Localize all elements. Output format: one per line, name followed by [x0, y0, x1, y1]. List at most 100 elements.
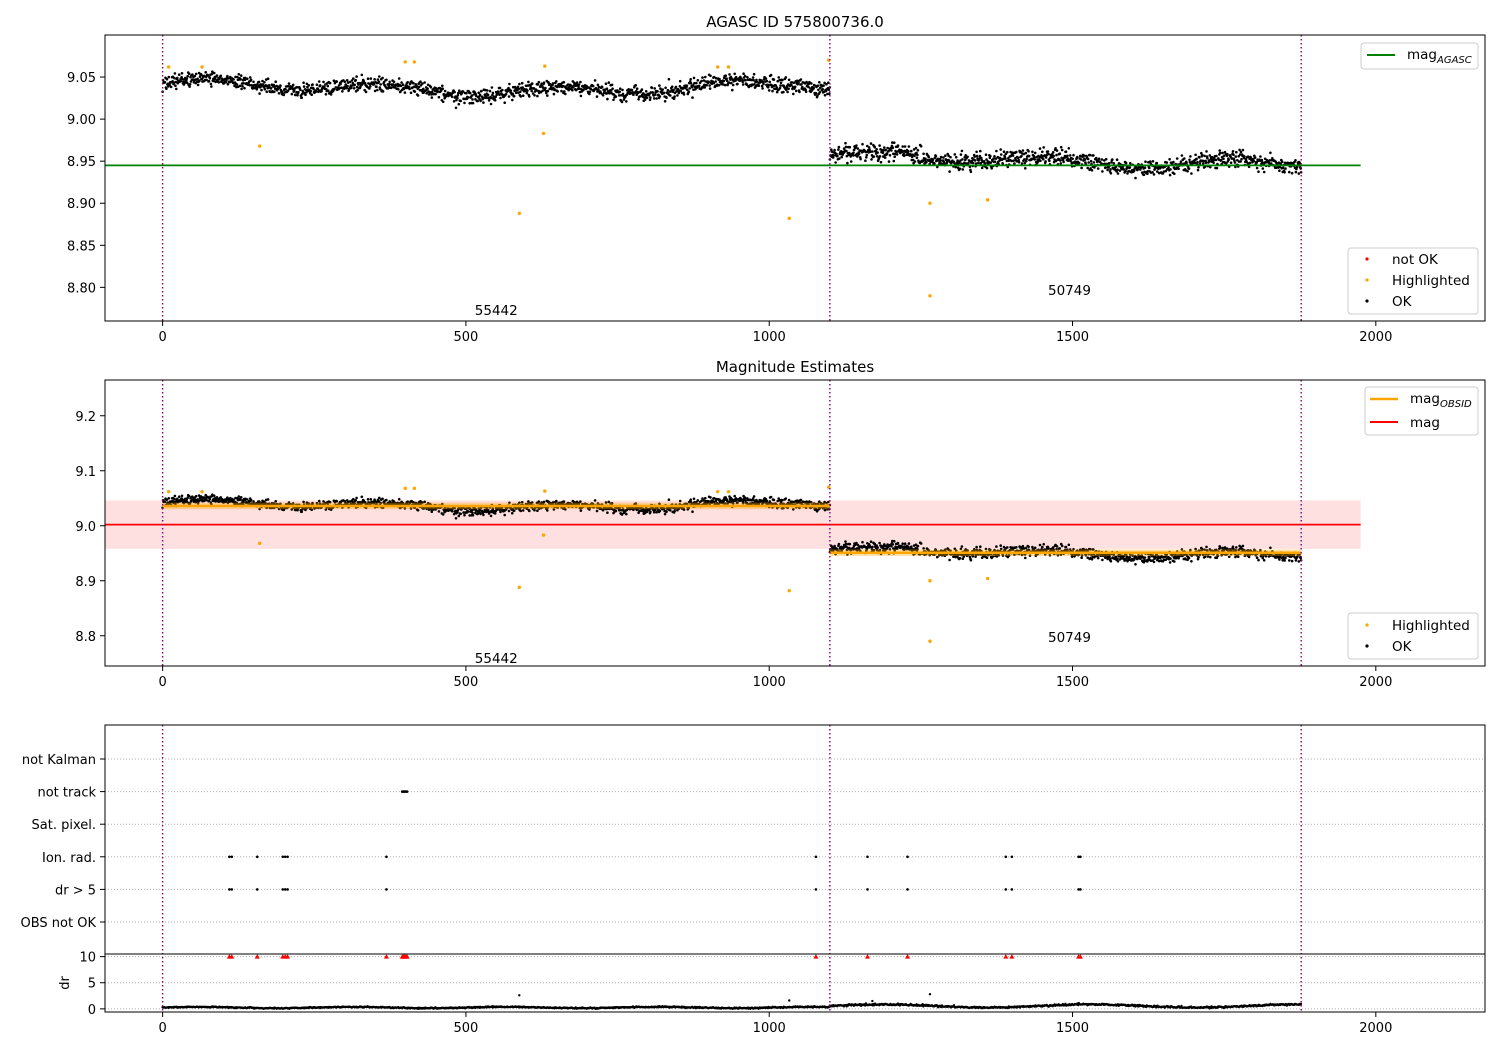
ok-point	[1072, 153, 1075, 157]
ok-point	[1101, 558, 1104, 562]
ok-point	[174, 502, 177, 506]
ok-point	[849, 160, 853, 163]
ok-point	[324, 93, 328, 96]
ok-point	[169, 85, 173, 89]
ok-point	[993, 160, 997, 163]
ok-point	[499, 96, 502, 100]
ok-point	[818, 91, 822, 94]
ok-point	[1124, 169, 1127, 173]
ok-point	[406, 81, 410, 84]
ok-point	[608, 91, 611, 95]
ok-point	[187, 494, 191, 498]
ok-point	[700, 79, 703, 83]
x-tick-label: 1500	[1056, 330, 1089, 345]
highlighted-point	[257, 144, 262, 148]
ok-point	[1046, 150, 1050, 153]
ok-point	[625, 512, 628, 516]
ok-point	[1221, 151, 1224, 155]
ok-point	[852, 151, 855, 155]
ok-point	[239, 496, 243, 499]
ok-point	[1035, 155, 1038, 159]
ok-point	[335, 80, 339, 83]
ok-point	[1082, 154, 1086, 157]
ok-point	[768, 80, 771, 84]
ok-point	[966, 155, 969, 159]
ok-point	[528, 95, 531, 98]
ok-point	[553, 88, 557, 91]
ok-point	[1179, 160, 1183, 163]
ok-point	[794, 89, 798, 93]
ok-point	[454, 517, 458, 520]
ok-point	[887, 160, 891, 163]
ok-point	[279, 502, 282, 506]
ok-point	[234, 496, 237, 500]
flag-point	[255, 855, 259, 859]
highlighted-point	[403, 60, 407, 64]
ok-point	[697, 84, 701, 88]
highlighted-point	[517, 211, 522, 216]
ok-point	[1262, 559, 1266, 562]
highlighted-point	[726, 489, 731, 494]
ok-point	[512, 509, 516, 512]
ok-point	[1209, 555, 1212, 559]
ok-point	[196, 77, 199, 81]
ok-point	[373, 78, 376, 81]
ok-point	[295, 86, 299, 89]
ok-point	[323, 85, 326, 88]
legend-mag: mag	[1410, 415, 1440, 431]
ok-point	[1132, 169, 1136, 173]
ok-point	[696, 79, 700, 82]
ok-point	[809, 87, 812, 90]
legend-highlighted: Highlighted	[1392, 273, 1470, 289]
ok-point	[1088, 153, 1092, 157]
ok-point	[635, 93, 638, 96]
ok-point	[989, 154, 992, 158]
ok-point	[1096, 556, 1100, 560]
ok-point	[621, 92, 625, 96]
ok-point	[837, 148, 840, 151]
ok-point	[309, 86, 313, 90]
ok-point	[574, 88, 578, 92]
ok-point	[736, 82, 739, 86]
ok-point	[306, 85, 309, 89]
highlighted-point	[403, 486, 407, 491]
ok-point	[1180, 154, 1184, 157]
ok-point	[954, 165, 957, 169]
ok-point	[210, 72, 214, 76]
ok-point	[836, 154, 839, 158]
ok-point	[364, 506, 368, 510]
ok-point	[910, 149, 913, 153]
ok-point	[1096, 167, 1100, 170]
ok-point	[778, 86, 782, 90]
ok-point	[907, 542, 911, 545]
ok-point	[560, 89, 563, 93]
ok-point	[457, 514, 461, 518]
ok-point	[1255, 556, 1259, 559]
magnitude-title: Magnitude Estimates	[716, 358, 874, 376]
ok-point	[764, 77, 768, 80]
ok-point	[790, 83, 793, 87]
obsid-label: 50749	[1048, 630, 1091, 646]
ok-point	[821, 88, 824, 91]
ok-point	[1051, 151, 1055, 154]
ok-point	[871, 150, 874, 153]
ok-point	[685, 84, 689, 87]
flag-point	[286, 888, 289, 891]
ok-point	[708, 84, 711, 87]
ok-point	[1055, 149, 1059, 152]
ok-point	[968, 159, 971, 163]
ok-point	[511, 511, 514, 515]
highlighted-point	[166, 65, 171, 69]
ok-point	[985, 556, 989, 560]
ok-point	[892, 159, 896, 163]
ok-point	[194, 72, 198, 76]
ok-point	[1226, 152, 1229, 156]
ok-point	[776, 79, 779, 83]
ok-point	[1052, 154, 1055, 158]
ok-point	[1111, 158, 1114, 161]
ok-point	[916, 153, 919, 157]
ok-point	[784, 497, 788, 500]
ok-point	[417, 85, 421, 89]
ok-point	[552, 92, 556, 96]
ok-point	[692, 76, 696, 80]
